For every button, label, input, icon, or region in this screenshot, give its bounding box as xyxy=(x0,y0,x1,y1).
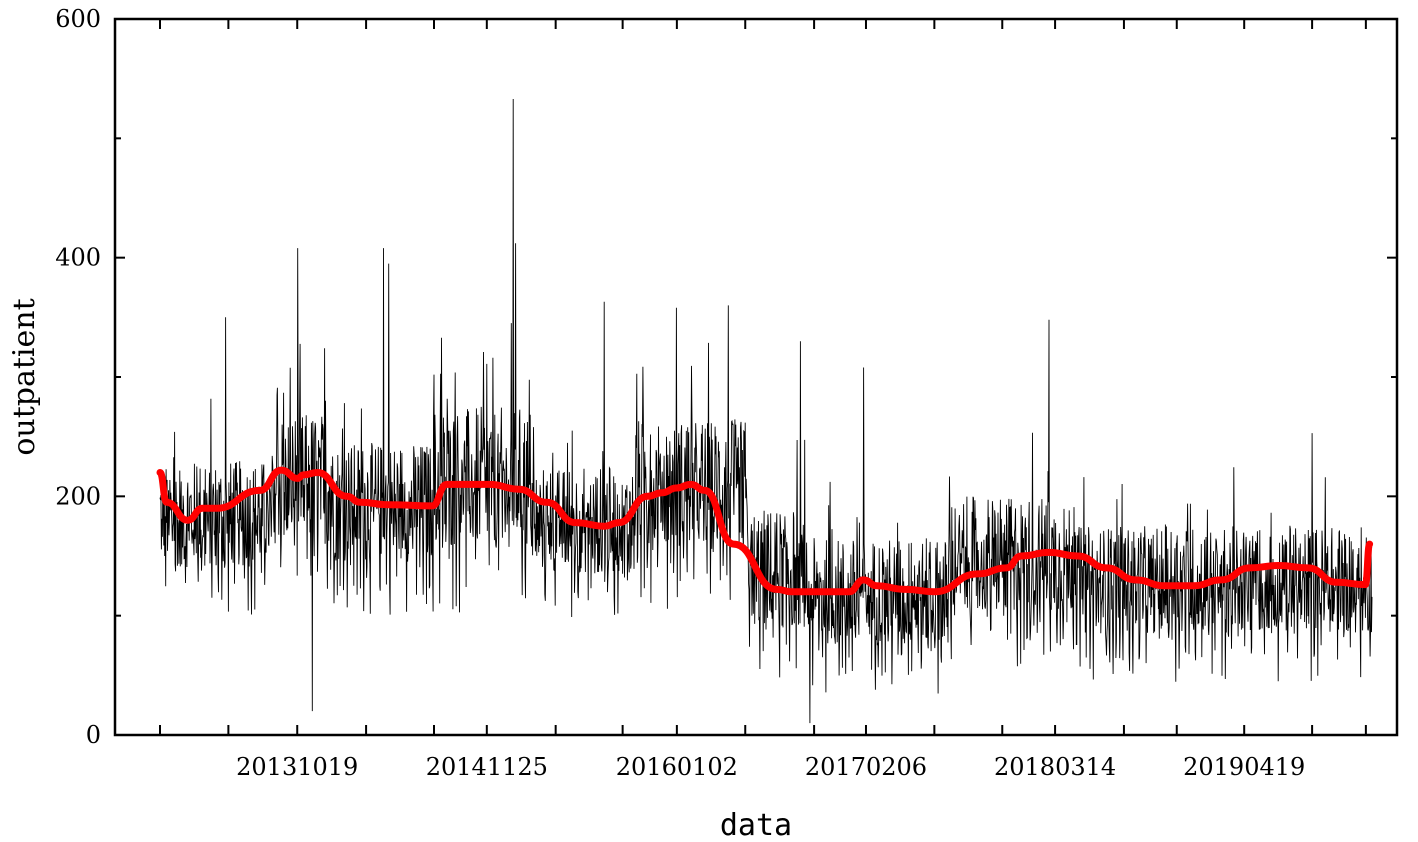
y-tick-label: 0 xyxy=(86,721,101,749)
x-tick-label: 20190419 xyxy=(1183,753,1305,781)
x-axis: 20131019 20141125 20160102 20170206 20180314… xyxy=(159,19,1367,781)
daily-series xyxy=(159,98,1373,724)
y-tick-label: 200 xyxy=(55,482,101,510)
x-tick-label: 20141125 xyxy=(426,753,548,781)
x-tick-label: 20180314 xyxy=(994,753,1116,781)
daily-series-line xyxy=(159,98,1373,724)
y-axis: 0 200 400 600 xyxy=(55,5,1397,749)
y-tick-label: 400 xyxy=(55,244,101,272)
x-axis-title: data xyxy=(720,808,792,842)
smoothed-series xyxy=(156,466,1374,596)
x-tick-label: 20131019 xyxy=(236,753,358,781)
y-axis-title: outpatient xyxy=(7,298,42,455)
y-tick-label: 600 xyxy=(55,5,101,33)
plot-frame xyxy=(113,17,1399,737)
x-tick-label: 20170206 xyxy=(805,753,927,781)
smoothed-series-line xyxy=(156,466,1374,596)
x-tick-label: 20160102 xyxy=(616,753,738,781)
